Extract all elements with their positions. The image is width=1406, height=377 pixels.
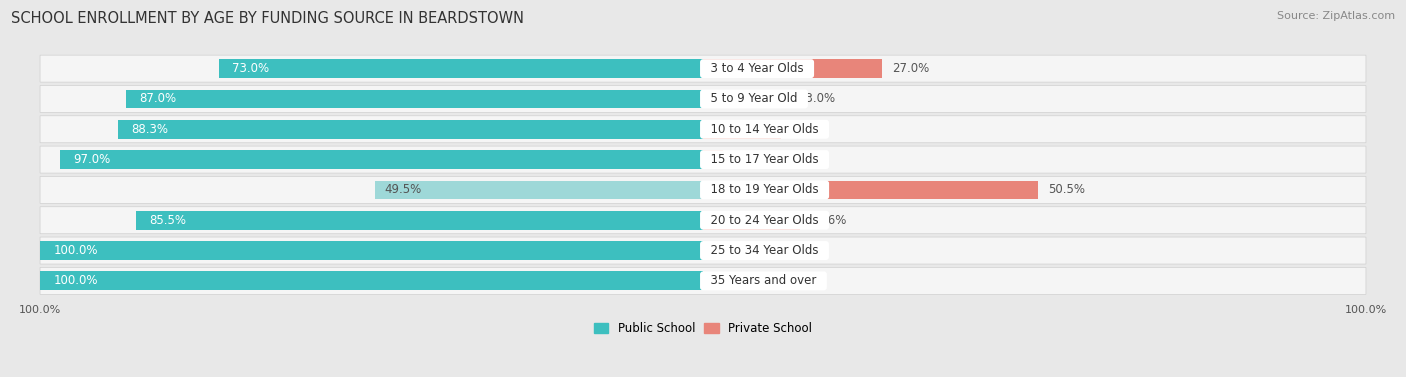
- Text: 88.3%: 88.3%: [131, 123, 167, 136]
- Bar: [136, 211, 703, 230]
- Text: 18 to 19 Year Olds: 18 to 19 Year Olds: [703, 183, 827, 196]
- Text: 27.0%: 27.0%: [891, 62, 929, 75]
- Bar: [127, 90, 703, 108]
- Text: 10 to 14 Year Olds: 10 to 14 Year Olds: [703, 123, 827, 136]
- Text: 25 to 34 Year Olds: 25 to 34 Year Olds: [703, 244, 825, 257]
- Text: 85.5%: 85.5%: [149, 214, 187, 227]
- FancyBboxPatch shape: [39, 207, 1367, 234]
- Bar: [703, 150, 723, 169]
- Text: 97.0%: 97.0%: [73, 153, 111, 166]
- Text: 3.0%: 3.0%: [733, 153, 762, 166]
- Text: 3 to 4 Year Olds: 3 to 4 Year Olds: [703, 62, 811, 75]
- Text: 35 Years and over: 35 Years and over: [703, 274, 824, 287]
- Bar: [703, 120, 780, 139]
- Bar: [703, 181, 1038, 199]
- Text: 15 to 17 Year Olds: 15 to 17 Year Olds: [703, 153, 827, 166]
- Bar: [219, 59, 703, 78]
- Text: 49.5%: 49.5%: [385, 183, 422, 196]
- FancyBboxPatch shape: [39, 86, 1367, 112]
- Bar: [60, 150, 703, 169]
- FancyBboxPatch shape: [39, 237, 1367, 264]
- Bar: [703, 59, 882, 78]
- FancyBboxPatch shape: [39, 176, 1367, 204]
- Text: 87.0%: 87.0%: [139, 92, 177, 106]
- Bar: [41, 271, 703, 290]
- Text: 20 to 24 Year Olds: 20 to 24 Year Olds: [703, 214, 827, 227]
- Bar: [375, 181, 703, 199]
- Text: 73.0%: 73.0%: [232, 62, 270, 75]
- Legend: Public School, Private School: Public School, Private School: [589, 317, 817, 340]
- Text: 50.5%: 50.5%: [1047, 183, 1084, 196]
- Bar: [118, 120, 703, 139]
- Text: 11.7%: 11.7%: [790, 123, 828, 136]
- Text: 0.0%: 0.0%: [716, 274, 745, 287]
- Text: SCHOOL ENROLLMENT BY AGE BY FUNDING SOURCE IN BEARDSTOWN: SCHOOL ENROLLMENT BY AGE BY FUNDING SOUR…: [11, 11, 524, 26]
- FancyBboxPatch shape: [39, 267, 1367, 294]
- FancyBboxPatch shape: [39, 55, 1367, 82]
- FancyBboxPatch shape: [39, 116, 1367, 143]
- Text: Source: ZipAtlas.com: Source: ZipAtlas.com: [1277, 11, 1395, 21]
- Text: 13.0%: 13.0%: [799, 92, 837, 106]
- Text: 0.0%: 0.0%: [716, 244, 745, 257]
- Bar: [703, 211, 800, 230]
- Text: 100.0%: 100.0%: [53, 244, 98, 257]
- Text: 14.6%: 14.6%: [810, 214, 846, 227]
- Text: 5 to 9 Year Old: 5 to 9 Year Old: [703, 92, 806, 106]
- Text: 100.0%: 100.0%: [53, 274, 98, 287]
- FancyBboxPatch shape: [39, 146, 1367, 173]
- Bar: [703, 90, 789, 108]
- Bar: [41, 241, 703, 260]
